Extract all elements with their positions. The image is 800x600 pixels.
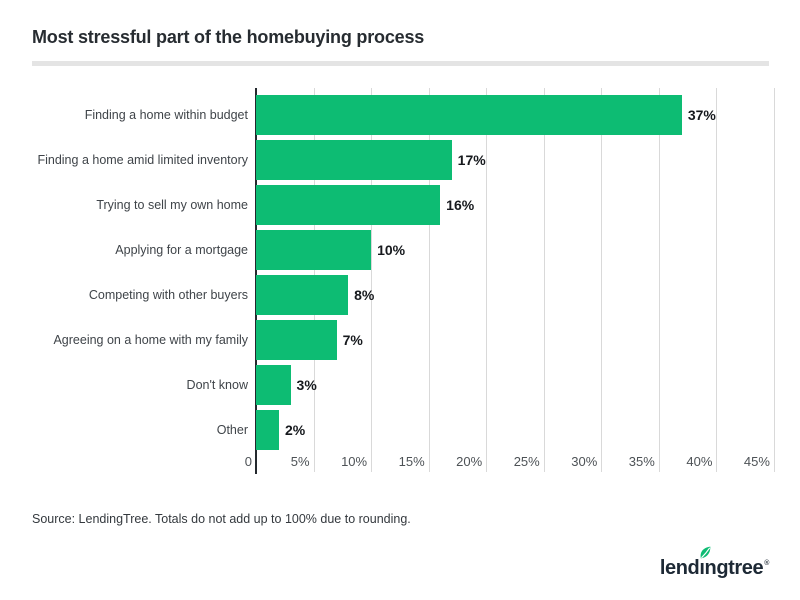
category-label: Trying to sell my own home — [96, 197, 248, 212]
category-label: Applying for a mortgage — [115, 242, 248, 257]
bar-row: Don't know 3% — [32, 362, 782, 407]
value-label: 2% — [285, 421, 306, 438]
bar — [256, 409, 280, 450]
bar-cell: 10% — [256, 227, 782, 272]
bar-row: Other 2% — [32, 407, 782, 452]
source-note: Source: LendingTree. Totals do not add u… — [32, 512, 411, 526]
category-label: Agreeing on a home with my family — [53, 332, 248, 347]
x-tick-label: 25% — [513, 454, 540, 469]
lendingtree-logo: lendı ngtree® — [659, 546, 769, 583]
bar-cell: 7% — [256, 317, 782, 362]
x-axis-tick-row: 0 5% 10% 15% 20% 25% 30% 35% 40% 45% — [245, 452, 782, 472]
x-tick-label: 30% — [571, 454, 598, 469]
value-label: 37% — [687, 106, 716, 123]
logo-letter-i: ı — [699, 546, 711, 579]
logo-wordmark: lendı ngtree® — [659, 546, 769, 583]
category-label: Finding a home within budget — [84, 107, 248, 122]
category-label: Other — [216, 422, 248, 437]
x-tick-label: 0 — [244, 454, 252, 469]
bar — [256, 319, 337, 360]
registered-trademark: ® — [764, 560, 769, 567]
bar — [256, 229, 372, 270]
bar — [256, 94, 682, 135]
logo-text-pre: lend — [659, 557, 700, 579]
value-label: 16% — [446, 196, 475, 213]
category-label: Competing with other buyers — [88, 287, 248, 302]
bar-row: Agreeing on a home with my family 7% — [32, 317, 782, 362]
category-label: Don't know — [186, 377, 248, 392]
x-tick-label: 15% — [398, 454, 425, 469]
x-tick-label: 10% — [341, 454, 368, 469]
bar-cell: 16% — [256, 182, 782, 227]
bar — [256, 184, 441, 225]
x-tick-label: 20% — [456, 454, 483, 469]
bar-cell: 2% — [256, 407, 782, 452]
bar-row: Applying for a mortgage 10% — [32, 227, 782, 272]
value-label: 8% — [354, 286, 375, 303]
title-divider — [32, 61, 769, 66]
category-label: Finding a home amid limited inventory — [37, 152, 248, 167]
bar-cell: 3% — [256, 362, 782, 407]
bar-cell: 37% — [256, 92, 782, 137]
logo-dotless-i: ı — [699, 557, 705, 579]
logo-text-post: ngtree — [704, 557, 764, 579]
value-label: 7% — [342, 331, 363, 348]
bar — [256, 139, 452, 180]
bar-cell: 17% — [256, 137, 782, 182]
value-label: 17% — [457, 151, 486, 168]
x-tick-label: 35% — [628, 454, 655, 469]
chart-title: Most stressful part of the homebuying pr… — [32, 27, 425, 47]
x-tick-label: 45% — [743, 454, 770, 469]
bar-chart: Finding a home within budget 37% Finding a… — [32, 88, 782, 474]
x-tick-label: 40% — [686, 454, 713, 469]
bar-row: Trying to sell my own home 16% — [32, 182, 782, 227]
bar-row: Competing with other buyers 8% — [32, 272, 782, 317]
leaf-icon — [700, 546, 711, 559]
bar-cell: 8% — [256, 272, 782, 317]
bar-row: Finding a home within budget 37% — [32, 92, 782, 137]
bar — [256, 274, 349, 315]
bar — [256, 364, 291, 405]
bar-row: Finding a home amid limited inventory 17% — [32, 137, 782, 182]
x-tick-label: 5% — [290, 454, 310, 469]
value-label: 10% — [377, 241, 406, 258]
bar-rows: Finding a home within budget 37% Finding a… — [32, 92, 782, 452]
value-label: 3% — [296, 376, 317, 393]
